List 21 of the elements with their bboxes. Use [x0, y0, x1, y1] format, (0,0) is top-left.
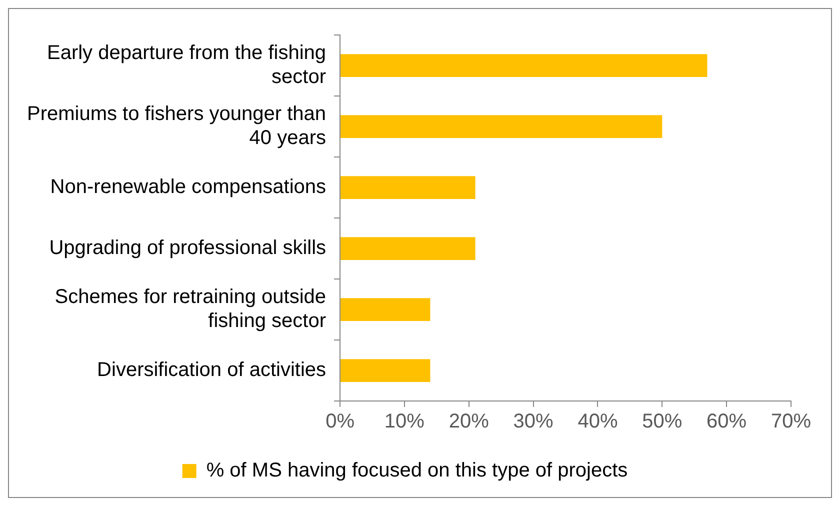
- x-tick-label: 50%: [642, 410, 682, 433]
- bar: [340, 54, 708, 77]
- x-tick-label: 0%: [326, 410, 355, 433]
- x-tick-label: 20%: [448, 410, 490, 433]
- x-tick-label: 30%: [513, 410, 554, 433]
- x-tick-label: 10%: [384, 410, 425, 433]
- y-tick-label: Diversification of activities: [97, 359, 326, 382]
- bar: [340, 359, 430, 382]
- y-tick-label: Premiums to fishers younger than 40 years: [26, 103, 326, 150]
- y-tick-label: Non-renewable compensations: [50, 176, 326, 198]
- legend-label: % of MS having focused on this type of projects: [206, 460, 628, 482]
- x-tick-label: 60%: [706, 410, 747, 433]
- bar: [340, 237, 476, 260]
- x-tick-label: 70%: [770, 410, 812, 433]
- x-tick-label: 40%: [578, 410, 618, 433]
- bar: [340, 176, 476, 199]
- y-tick-label: Early departure from the fishing sector: [46, 42, 326, 88]
- y-tick-label: Schemes for retraining outside fishing sector: [54, 286, 326, 332]
- y-tick-label: Upgrading of professional skills: [49, 237, 326, 260]
- bar: [340, 298, 430, 321]
- bar: [340, 115, 662, 138]
